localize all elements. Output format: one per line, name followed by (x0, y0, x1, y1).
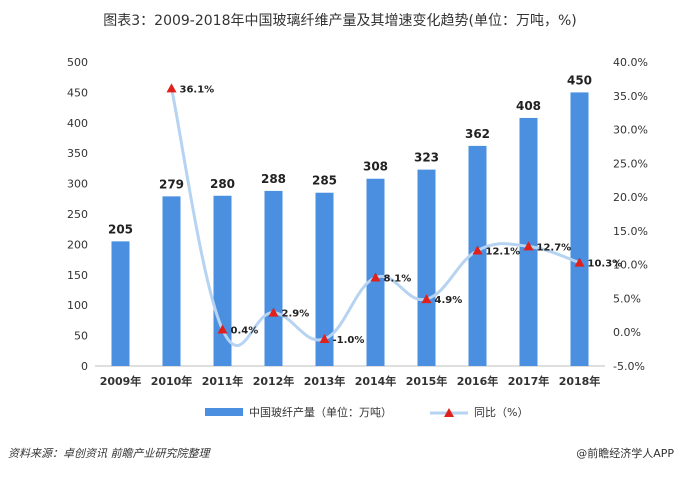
growth-value-label: 4.9% (435, 295, 463, 306)
bars (111, 92, 589, 367)
legend: 中国玻纤产量（单位：万吨） 同比（%） (205, 405, 528, 419)
left-axis-tick-label: 100 (67, 299, 88, 312)
x-axis-tick-label: 2009年 (100, 374, 142, 388)
legend-line-marker (444, 408, 454, 417)
right-axis-tick-label: 15.0% (613, 225, 648, 238)
left-axis-tick-label: 200 (67, 238, 88, 251)
right-axis-tick-label: 10.0% (613, 259, 648, 272)
growth-marker (472, 245, 483, 255)
bar (111, 241, 130, 366)
growth-marker (268, 307, 279, 317)
growth-line-path (170, 88, 580, 348)
right-axis-tick-label: 20.0% (613, 191, 648, 204)
brand-text: @前瞻经济学人APP (576, 447, 674, 460)
left-axis-tick-label: 400 (67, 117, 88, 130)
bar-value-label: 285 (312, 174, 337, 188)
bar-value-label: 280 (210, 177, 235, 191)
x-axis-tick-label: 2012年 (253, 374, 295, 388)
bar-value-label: 323 (414, 151, 439, 165)
right-axis-tick-label: 5.0% (613, 292, 641, 305)
right-axis-tick-label: 0.0% (613, 326, 641, 339)
left-axis-tick-label: 350 (67, 147, 88, 160)
bar (264, 190, 283, 366)
left-axis-tick-label: 250 (67, 208, 88, 221)
legend-bar-swatch (205, 408, 243, 416)
brand-credit: @前瞻经济学人APP (576, 445, 674, 461)
growth-value-label: 10.3% (588, 259, 623, 270)
bar (366, 178, 385, 366)
growth-marker (166, 83, 177, 93)
bar-value-label: 288 (261, 172, 286, 186)
right-axis-tick-label: 25.0% (613, 157, 648, 170)
data-labels: 205 279 280 288 285 308 323 362 408 450 36.1% 0.4% 2… (108, 73, 622, 346)
bar-value-label: 362 (465, 127, 490, 141)
bar (570, 92, 589, 367)
bar (417, 169, 436, 366)
x-axis-tick-label: 2011年 (202, 374, 244, 388)
chart-title: 图表3：2009-2018年中国玻璃纤维产量及其增速变化趋势(单位：万吨，%) (103, 13, 577, 29)
growth-value-label: 36.1% (180, 84, 215, 95)
left-axis-tick-label: 300 (67, 178, 88, 191)
x-axis-tick-label: 2010年 (151, 374, 193, 388)
bar (468, 145, 487, 366)
x-axis-tick-label: 2013年 (304, 374, 346, 388)
left-axis-tick-label: 0 (81, 360, 88, 373)
growth-value-label: 2.9% (282, 309, 310, 320)
x-axis-tick-label: 2015年 (406, 374, 448, 388)
growth-marker (370, 272, 381, 282)
axes: 0 50 100 150 200 250 300 350 400 450 500 -5.0% 0.0% 5… (67, 56, 648, 388)
x-axis-tick-label: 2016年 (457, 374, 499, 388)
growth-marker (421, 294, 432, 304)
left-axis-tick-label: 50 (74, 330, 88, 343)
bar-value-label: 205 (108, 222, 133, 236)
left-axis-tick-label: 150 (67, 269, 88, 282)
bar-value-label: 308 (363, 160, 388, 174)
growth-value-label: 8.1% (384, 274, 412, 285)
growth-marker (319, 333, 330, 343)
growth-marker (523, 241, 534, 251)
growth-value-label: 12.1% (486, 246, 521, 257)
bar (213, 195, 232, 366)
legend-bar-label: 中国玻纤产量（单位：万吨） (249, 405, 392, 419)
growth-value-label: 12.7% (537, 242, 572, 253)
right-axis-tick-label: 35.0% (613, 90, 648, 103)
x-axis-tick-label: 2014年 (355, 374, 397, 388)
left-axis-tick-label: 450 (67, 86, 88, 99)
growth-value-label: 0.4% (231, 326, 259, 337)
x-axis-tick-label: 2018年 (559, 374, 601, 388)
bar-value-label: 450 (567, 73, 592, 87)
bar (315, 192, 334, 366)
growth-value-label: -1.0% (333, 335, 365, 346)
bar-value-label: 408 (516, 99, 541, 113)
right-axis-tick-label: -5.0% (613, 360, 645, 373)
growth-line (166, 83, 585, 348)
x-axis-tick-label: 2017年 (508, 374, 550, 388)
right-axis-tick-label: 40.0% (613, 56, 648, 69)
left-axis-tick-label: 500 (67, 56, 88, 69)
legend-line-label: 同比（%） (474, 406, 528, 419)
chart: 0 50 100 150 200 250 300 350 400 450 500 -5.0% 0.0% 5… (67, 56, 648, 419)
growth-marker (217, 324, 228, 334)
source-note: 资料来源：卓创资讯 前瞻产业研究院整理 (8, 447, 210, 460)
bar (162, 196, 181, 366)
growth-marker (574, 257, 585, 267)
right-axis-tick-label: 30.0% (613, 124, 648, 137)
bar-value-label: 279 (159, 177, 184, 191)
